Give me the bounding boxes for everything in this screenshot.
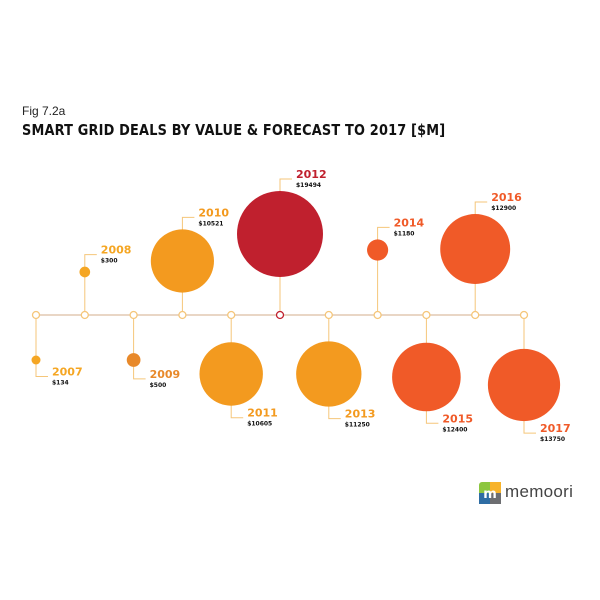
value-label-2011: $10605	[247, 421, 272, 428]
year-label-2015: 2015	[442, 412, 473, 425]
figure-label: Fig 7.2a	[22, 104, 66, 118]
value-label-2007: $134	[52, 380, 69, 387]
connector-2009	[133, 315, 146, 380]
axis-node-2017	[519, 310, 529, 320]
axis-node-2007	[31, 310, 41, 320]
year-label-2016: 2016	[491, 191, 522, 204]
value-label-2017: $13750	[540, 436, 565, 443]
axis-node-2012	[275, 310, 285, 320]
bubble-2012	[237, 191, 323, 277]
value-label-2009: $500	[150, 382, 167, 389]
chart-title: SMART GRID DEALS BY VALUE & FORECAST TO …	[22, 121, 446, 139]
bubble-2011	[199, 342, 263, 406]
axis-node-2010	[178, 310, 187, 320]
axis-node-2016	[471, 310, 480, 320]
bubble-2007	[31, 355, 41, 365]
axis-node-2008	[80, 310, 89, 320]
svg-text:m: m	[483, 487, 497, 502]
year-label-2007: 2007	[52, 366, 83, 379]
year-label-2014: 2014	[394, 216, 425, 229]
year-label-2009: 2009	[150, 368, 181, 381]
memoori-logo: m memoori	[479, 480, 589, 506]
axis-node-2014	[373, 310, 382, 320]
year-label-2010: 2010	[198, 206, 229, 219]
value-label-2015: $12400	[442, 426, 467, 433]
year-label-2011: 2011	[247, 407, 278, 420]
bubble-2014	[367, 239, 389, 261]
connector-2007	[35, 315, 48, 377]
year-label-2013: 2013	[345, 408, 376, 421]
value-label-2008: $300	[101, 258, 118, 265]
year-label-2008: 2008	[101, 244, 132, 257]
axis-node-2013	[324, 310, 333, 320]
value-label-2014: $1180	[394, 230, 415, 237]
bubble-2009	[126, 353, 141, 367]
bubble-2013	[296, 341, 362, 407]
year-label-2012: 2012	[296, 168, 327, 181]
connector-2014	[377, 226, 390, 315]
value-label-2013: $11250	[345, 422, 370, 429]
bubble-2015	[392, 342, 461, 412]
bubble-2017	[487, 348, 561, 422]
bubble-2016	[440, 214, 511, 284]
value-label-2016: $12900	[491, 205, 516, 212]
axis-node-2009	[129, 310, 138, 320]
value-label-2012: $19494	[296, 182, 321, 189]
value-label-2010: $10521	[198, 220, 223, 227]
memoori-logo-icon: m	[479, 482, 501, 504]
bubble-2010	[150, 229, 214, 293]
bubble-2008	[79, 266, 91, 278]
chart-marks: 2007$1342008$3002009$5002010$105212011$1…	[31, 168, 571, 443]
connector-2008	[84, 254, 97, 315]
memoori-logo-text: memoori	[505, 482, 574, 501]
axis-node-2015	[422, 310, 431, 320]
year-label-2017: 2017	[540, 422, 571, 435]
axis-node-2011	[227, 310, 236, 320]
